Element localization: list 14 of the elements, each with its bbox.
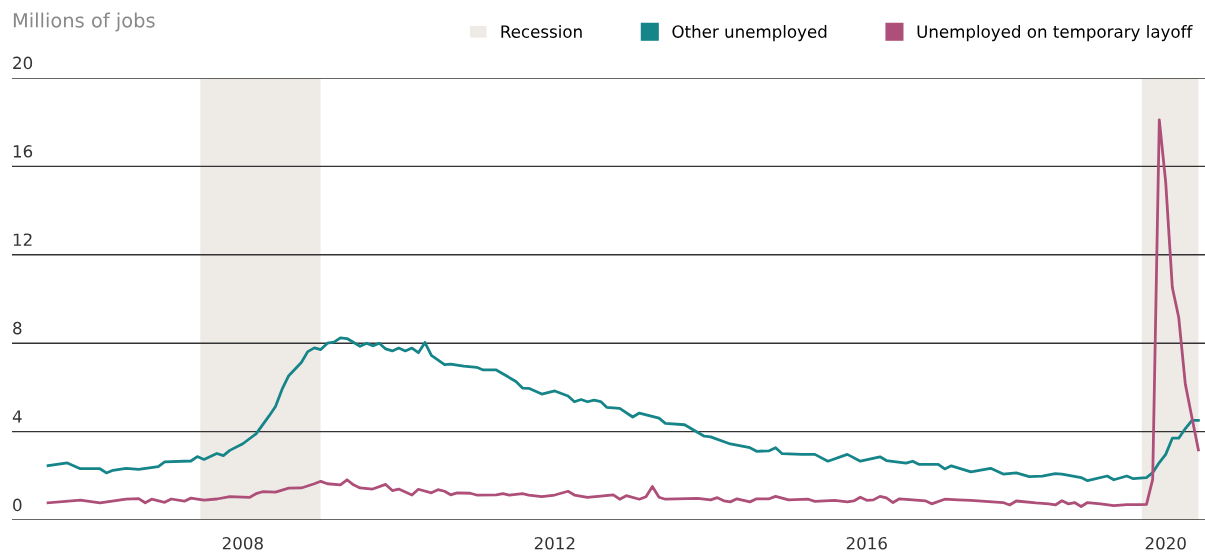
y-tick-label: 16 [13, 145, 33, 158]
y-tick-label: 8 [13, 321, 22, 335]
x-tick-label: 2020 [1145, 536, 1186, 550]
y-tick-label: 12 [13, 233, 32, 246]
x-tick-label: 2016 [846, 536, 887, 550]
y-tick-label: 0 [13, 498, 22, 512]
x-tick-label: 2008 [222, 536, 263, 550]
y-axis-title: Millions of jobs [13, 12, 155, 32]
y-tick-label: 20 [13, 56, 33, 70]
legend-label: Unemployed on temporary layoff [917, 25, 1193, 42]
legend-label: Recession [501, 25, 582, 38]
legend-label: Other unemployed [672, 25, 827, 42]
y-tick-label: 4 [12, 410, 22, 423]
x-tick-label: 2012 [534, 536, 575, 550]
